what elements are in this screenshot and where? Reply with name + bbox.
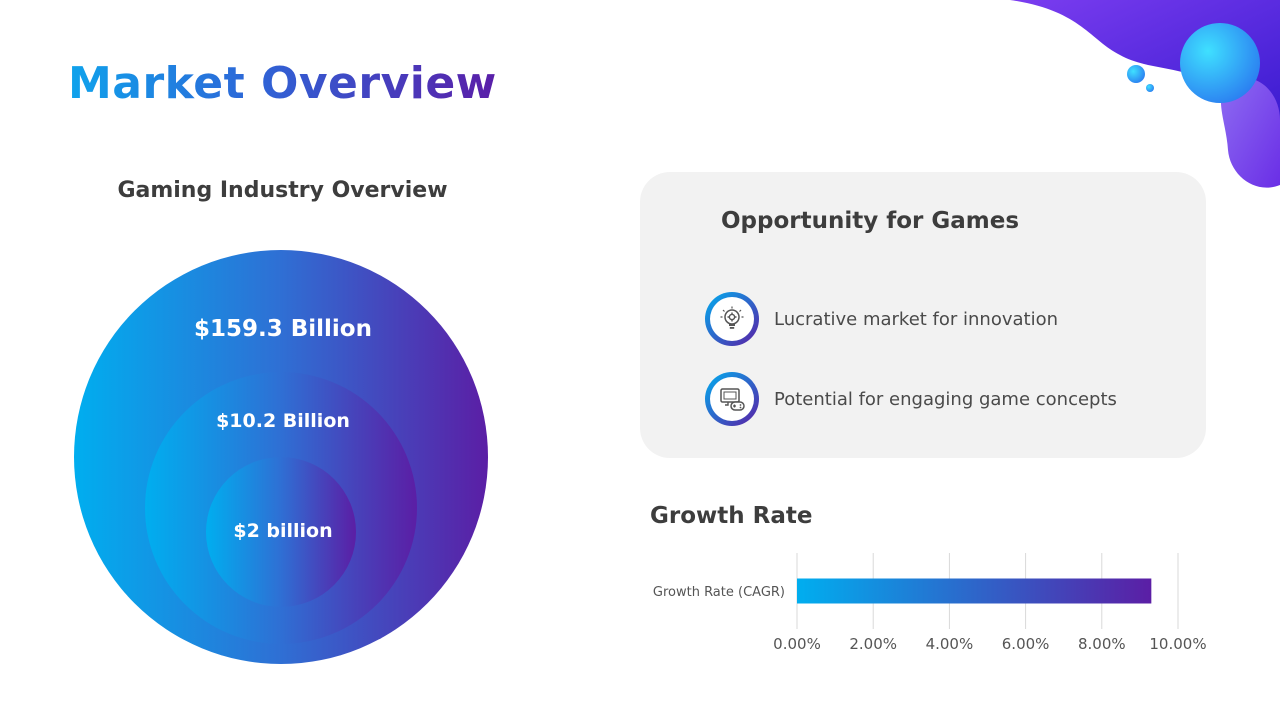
x-tick-label: 2.00% [849,635,897,653]
x-tick-label: 0.00% [773,635,821,653]
x-tick-label: 10.00% [1149,635,1206,653]
opportunity-item: Potential for engaging game concepts [705,372,1117,426]
growth-rate-chart: 0.00% 2.00% 4.00% 6.00% 8.00% 10.00% Growth Ra… [653,553,1207,653]
lightbulb-icon-inner [710,297,754,341]
inner-market-circle [206,457,356,607]
opportunity-item-text: Lucrative market for innovation [774,308,1059,330]
opportunity-item: Lucrative market for innovation [705,292,1058,346]
inner-market-value: $2 billion [233,520,333,542]
page-title: Market Overview [68,58,497,109]
monitor-gamepad-glyph [720,388,745,411]
lightbulb-icon [720,306,744,329]
opportunity-title: Opportunity for Games [721,208,1020,234]
outer-market-value: $159.3 Billion [193,316,372,342]
opportunity-item-text: Potential for engaging game concepts [774,388,1117,410]
growth-rate-title: Growth Rate [650,503,813,529]
x-tick-label: 4.00% [926,635,974,653]
decorative-blob-graphic [1010,0,1280,188]
middle-market-value: $10.2 Billion [216,410,350,432]
opportunity-panel: Opportunity for Games Lucrative market f… [640,172,1206,458]
industry-subtitle: Gaming Industry Overview [117,178,448,203]
monitor-gamepad-icon [705,372,759,426]
growth-bar [797,578,1152,604]
category-label: Growth Rate (CAGR) [653,585,785,600]
lightbulb-gear-icon [705,292,759,346]
monitor-icon-inner [710,377,754,421]
x-tick-label: 6.00% [1002,635,1050,653]
x-tick-label: 8.00% [1078,635,1126,653]
